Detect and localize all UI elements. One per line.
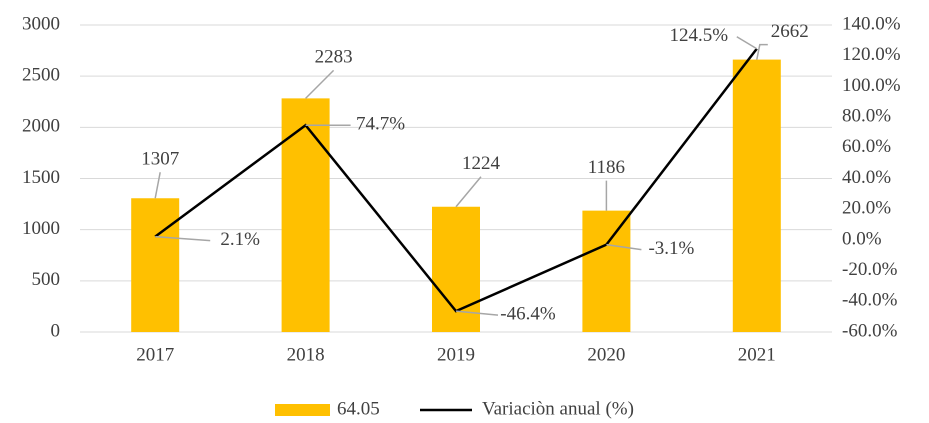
y-tick-label: 2500 xyxy=(22,65,60,86)
legend-label: 64.05 xyxy=(337,398,380,419)
bar xyxy=(131,198,180,332)
leader-line xyxy=(455,310,499,316)
leader-line xyxy=(155,235,211,242)
bar-value-label: 1307 xyxy=(141,149,179,170)
y2-tick-label: 20.0% xyxy=(842,198,891,219)
y2-tick-label: -40.0% xyxy=(842,290,898,311)
x-tick-label: 2019 xyxy=(437,344,475,365)
bar-value-label: 1186 xyxy=(588,157,625,178)
y2-tick-label: 80.0% xyxy=(842,105,891,126)
x-tick-label: 2017 xyxy=(136,344,174,365)
leader-line xyxy=(305,69,335,99)
y2-tick-label: -60.0% xyxy=(842,320,898,341)
bar-value-label: 2283 xyxy=(315,47,353,68)
y2-tick-label: -20.0% xyxy=(842,259,898,280)
leader-line xyxy=(756,43,768,60)
y2-tick-label: 40.0% xyxy=(842,167,891,188)
bar xyxy=(732,59,781,333)
y-tick-label: 0 xyxy=(51,320,61,341)
legend-swatch xyxy=(275,404,330,416)
y-tick-label: 3000 xyxy=(22,13,60,34)
line-value-label: 74.7% xyxy=(356,114,405,135)
leader-line xyxy=(154,172,161,199)
bar xyxy=(281,98,330,332)
y2-tick-label: 100.0% xyxy=(842,75,901,96)
leader-line xyxy=(455,176,482,208)
y-tick-label: 500 xyxy=(32,269,61,290)
line-value-label: 2.1% xyxy=(220,229,260,250)
bar-value-label: 1224 xyxy=(462,153,501,174)
leader-line xyxy=(606,243,642,251)
y-tick-label: 2000 xyxy=(22,116,60,137)
leader-line xyxy=(736,36,758,50)
y-tick-label: 1000 xyxy=(22,218,60,239)
y2-tick-label: 0.0% xyxy=(842,228,882,249)
x-tick-label: 2018 xyxy=(287,344,325,365)
line-value-label: 124.5% xyxy=(670,25,729,46)
y2-tick-label: 140.0% xyxy=(842,13,901,34)
y2-tick-label: 60.0% xyxy=(842,136,891,157)
legend-label: Variaciòn anual (%) xyxy=(482,398,634,419)
y2-tick-label: 120.0% xyxy=(842,44,901,65)
x-tick-label: 2021 xyxy=(738,344,776,365)
x-tick-label: 2020 xyxy=(587,344,625,365)
line-value-label: -46.4% xyxy=(500,303,556,324)
bar-value-label: 2662 xyxy=(771,21,809,42)
line-value-label: -3.1% xyxy=(648,238,694,259)
bar xyxy=(582,210,631,332)
y-tick-label: 1500 xyxy=(22,167,60,188)
